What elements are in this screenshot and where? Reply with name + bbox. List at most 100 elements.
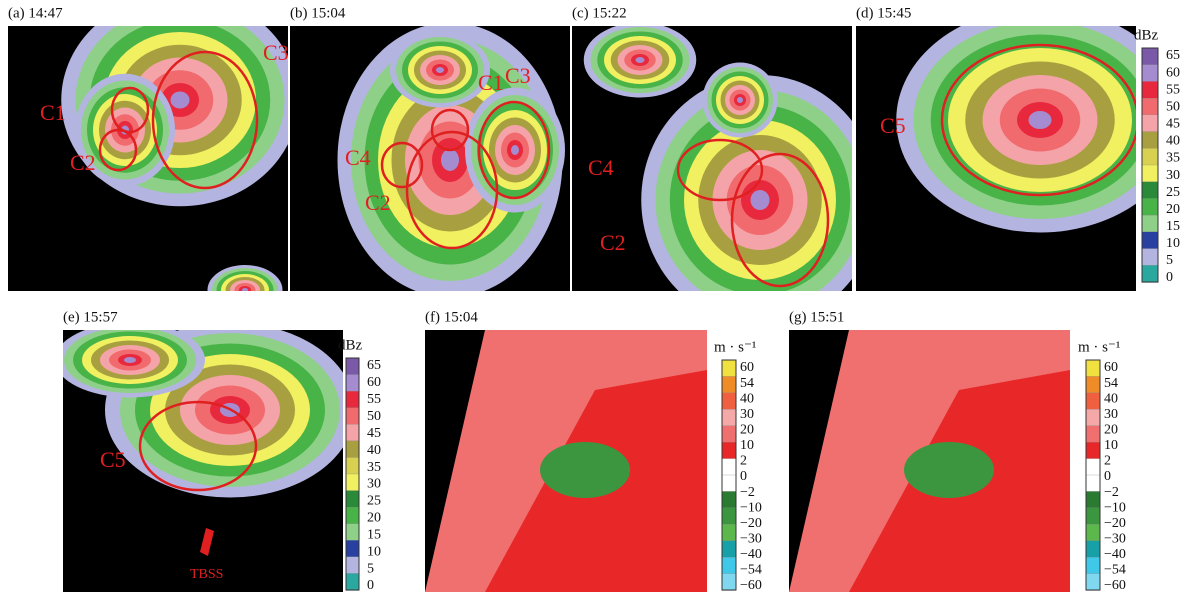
colorbar-label: −30	[740, 532, 762, 547]
colorbar-swatch	[722, 393, 736, 410]
colorbar-label: −10	[1104, 500, 1126, 515]
colorbar-swatch	[722, 524, 736, 541]
colorbar-swatch	[1086, 426, 1100, 443]
colorbar-swatch	[1142, 215, 1158, 232]
colorbar-swatch	[346, 408, 359, 425]
colorbar-swatch	[1086, 459, 1100, 476]
colorbar-swatch	[1142, 198, 1158, 215]
colorbar-swatch	[346, 557, 359, 574]
colorbar-swatch	[346, 457, 359, 474]
echo-region	[511, 145, 519, 155]
panel-label: (a) 14:47	[8, 5, 63, 21]
colorbar-label: 50	[367, 409, 381, 424]
colorbar-swatch	[722, 426, 736, 443]
colorbar-label: 30	[367, 477, 381, 492]
colorbar-label: 0	[367, 578, 374, 593]
colorbar-label: 25	[367, 494, 381, 509]
colorbar-swatch	[1086, 524, 1100, 541]
colorbar-label: 60	[1104, 360, 1118, 375]
colorbar-label: −60	[740, 578, 762, 593]
colorbar-swatch	[722, 574, 736, 591]
colorbar-label: −20	[1104, 516, 1126, 531]
colorbar-swatch	[722, 360, 736, 377]
colorbar-swatch	[1142, 265, 1158, 282]
cell-label: C2	[365, 190, 391, 215]
colorbar-swatch	[346, 524, 359, 541]
colorbar-label: 10	[1166, 236, 1180, 251]
colorbar-label: 65	[1166, 48, 1180, 63]
colorbar-swatch	[722, 376, 736, 393]
colorbar-swatch	[1142, 65, 1158, 82]
colorbar-label: 45	[1166, 117, 1180, 132]
echo-region	[737, 97, 743, 103]
echo-region	[751, 190, 770, 210]
colorbar-swatch	[346, 491, 359, 508]
cell-label: TBSS	[190, 567, 223, 582]
colorbar-swatch	[1142, 182, 1158, 199]
colorbar-label: 20	[1166, 202, 1180, 217]
colorbar-label: 15	[1166, 219, 1180, 234]
colorbar-swatch	[1142, 148, 1158, 165]
colorbar-label: −30	[1104, 532, 1126, 547]
cell-label: C5	[880, 113, 906, 138]
colorbar-label: 60	[367, 375, 381, 390]
cell-label: C2	[600, 230, 626, 255]
cell-label: C3	[505, 63, 531, 88]
colorbar-swatch	[1086, 360, 1100, 377]
colorbar-swatch	[346, 573, 359, 590]
colorbar-label: 55	[1166, 82, 1180, 97]
colorbar-swatch	[722, 557, 736, 574]
colorbar-label: 54	[740, 376, 754, 391]
colorbar-label: 54	[1104, 376, 1118, 391]
colorbar-label: 60	[1166, 65, 1180, 80]
colorbar-label: 40	[1104, 391, 1118, 406]
cell-label: C4	[345, 145, 371, 170]
colorbar-label: 35	[1166, 151, 1180, 166]
colorbar-label: 2	[1104, 454, 1111, 469]
colorbar-label: 40	[1166, 134, 1180, 149]
colorbar-label: 55	[367, 392, 381, 407]
colorbar-label: 40	[367, 443, 381, 458]
colorbar-swatch	[1142, 48, 1158, 65]
colorbar-swatch	[1086, 508, 1100, 525]
colorbar-swatch	[346, 540, 359, 557]
colorbar-label: 20	[1104, 423, 1118, 438]
cell-label: C4	[588, 155, 614, 180]
colorbar-swatch	[1142, 232, 1158, 249]
colorbar-swatch	[1142, 98, 1158, 115]
colorbar-swatch	[346, 424, 359, 441]
colorbar-swatch	[346, 358, 359, 375]
colorbar-unit: m · s⁻¹	[1078, 339, 1120, 355]
colorbar-label: −54	[740, 563, 762, 578]
colorbar-swatch	[722, 459, 736, 476]
colorbar-label: 30	[740, 407, 754, 422]
colorbar-label: 0	[740, 469, 747, 484]
colorbar-label: 65	[367, 358, 381, 373]
colorbar-swatch	[1086, 557, 1100, 574]
colorbar-swatch	[1086, 409, 1100, 426]
colorbar-label: 0	[1104, 469, 1111, 484]
panel-label: (b) 15:04	[290, 5, 346, 21]
colorbar-swatch	[346, 375, 359, 392]
echo-region	[436, 67, 444, 73]
panel-label: (c) 15:22	[572, 5, 627, 21]
colorbar-label: 30	[1104, 407, 1118, 422]
colorbar-label: 45	[367, 426, 381, 441]
panel-label: (d) 15:45	[856, 5, 911, 21]
panel-label: (e) 15:57	[63, 309, 118, 325]
colorbar-unit: m · s⁻¹	[714, 339, 756, 355]
colorbar-label: 5	[1166, 253, 1173, 268]
colorbar-label: 40	[740, 391, 754, 406]
colorbar-label: 50	[1166, 99, 1180, 114]
colorbar-label: −60	[1104, 578, 1126, 593]
colorbar-swatch	[722, 409, 736, 426]
colorbar-label: 60	[740, 360, 754, 375]
colorbar-swatch	[1142, 132, 1158, 149]
colorbar-swatch	[722, 442, 736, 459]
panel-label: (g) 15:51	[789, 309, 844, 325]
colorbar-label: 0	[1166, 270, 1173, 285]
colorbar-label: −40	[740, 547, 762, 562]
velocity-region	[540, 442, 630, 498]
cell-label: C3	[263, 40, 289, 65]
colorbar-label: −40	[1104, 547, 1126, 562]
